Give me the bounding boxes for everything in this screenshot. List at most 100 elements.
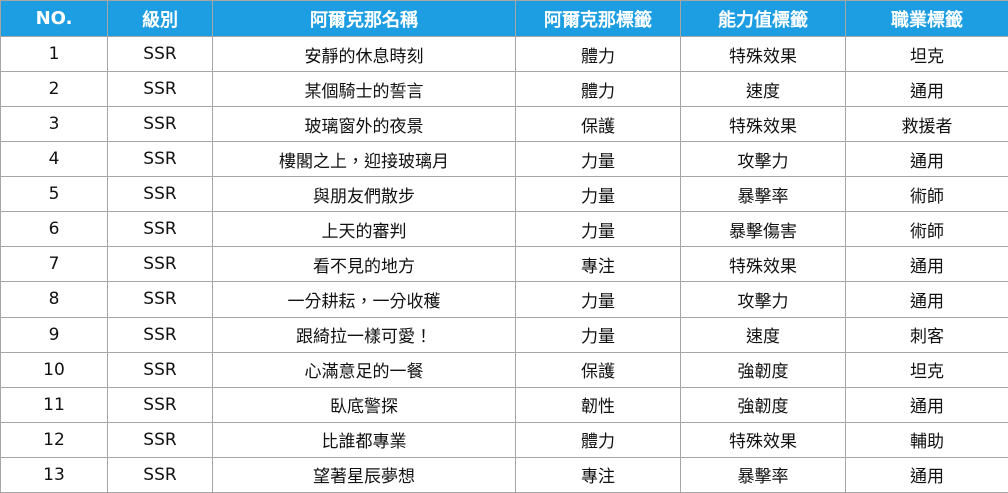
table-cell: 攻擊力 [680,281,846,318]
table-cell: SSR [107,35,213,73]
table-cell: SSR [107,316,213,353]
table-row: 6 SSR 上天的審判 力量 暴擊傷害 術師 [0,211,1008,248]
table-cell: 9 [0,316,108,353]
table-cell: 韌性 [515,386,681,423]
table-cell: 一分耕耘，一分收穫 [212,281,516,318]
table-cell: 通用 [845,281,1008,318]
header-cell: 級別 [107,0,213,37]
table-cell: 通用 [845,246,1008,283]
table-cell: SSR [107,456,213,493]
table-cell: 10 [0,351,108,388]
table-cell: 特殊效果 [680,246,846,283]
table-cell: SSR [107,71,213,108]
table-row: 11 SSR 臥底警探 韌性 強韌度 通用 [0,386,1008,423]
table-cell: 跟綺拉一樣可愛！ [212,316,516,353]
table-row: 3 SSR 玻璃窗外的夜景 保護 特殊效果 救援者 [0,106,1008,143]
table-cell: 5 [0,176,108,213]
table-cell: 暴擊率 [680,176,846,213]
header-row: NO. 級別 阿爾克那名稱 阿爾克那標籤 能力值標籤 職業標籤 [0,0,1008,37]
table-cell: SSR [107,351,213,388]
table-cell: 1 [0,35,108,73]
table-cell: SSR [107,211,213,248]
table-cell: 某個騎士的誓言 [212,71,516,108]
table-cell: 8 [0,281,108,318]
table-row: 9 SSR 跟綺拉一樣可愛！ 力量 速度 刺客 [0,316,1008,353]
header-cell: 職業標籤 [845,0,1008,37]
table-cell: 專注 [515,246,681,283]
table-cell: 輔助 [845,421,1008,458]
table-cell: SSR [107,421,213,458]
table-cell: 保護 [515,106,681,143]
table-cell: 體力 [515,421,681,458]
table-cell: 心滿意足的一餐 [212,351,516,388]
table-cell: 體力 [515,71,681,108]
table-cell: 坦克 [845,351,1008,388]
table-cell: 4 [0,141,108,178]
table-cell: 特殊效果 [680,421,846,458]
table-cell: SSR [107,281,213,318]
table-cell: SSR [107,176,213,213]
table-cell: 力量 [515,211,681,248]
table-cell: 通用 [845,386,1008,423]
table-cell: 上天的審判 [212,211,516,248]
table-cell: 力量 [515,281,681,318]
table-row: 2 SSR 某個騎士的誓言 體力 速度 通用 [0,71,1008,108]
table-cell: 力量 [515,141,681,178]
table-cell: 速度 [680,316,846,353]
table-cell: 樓閣之上，迎接玻璃月 [212,141,516,178]
table-cell: 強韌度 [680,351,846,388]
table-cell: 特殊效果 [680,35,846,73]
table-cell: 3 [0,106,108,143]
table-row: 10 SSR 心滿意足的一餐 保護 強韌度 坦克 [0,351,1008,388]
table-cell: 7 [0,246,108,283]
table-cell: 比誰都專業 [212,421,516,458]
table-cell: 與朋友們散步 [212,176,516,213]
table-cell: 臥底警探 [212,386,516,423]
table-cell: 術師 [845,176,1008,213]
table-cell: 玻璃窗外的夜景 [212,106,516,143]
table-cell: 保護 [515,351,681,388]
header-cell: 能力值標籤 [680,0,846,37]
table-row: 13 SSR 望著星辰夢想 專注 暴擊率 通用 [0,456,1008,493]
table-cell: SSR [107,141,213,178]
header-cell: NO. [0,0,108,37]
table-row: 8 SSR 一分耕耘，一分收穫 力量 攻擊力 通用 [0,281,1008,318]
table-cell: 專注 [515,456,681,493]
table-row: 4 SSR 樓閣之上，迎接玻璃月 力量 攻擊力 通用 [0,141,1008,178]
table-cell: 強韌度 [680,386,846,423]
table-cell: 速度 [680,71,846,108]
table-cell: 刺客 [845,316,1008,353]
table-cell: 救援者 [845,106,1008,143]
table-cell: 體力 [515,35,681,73]
table-cell: 通用 [845,71,1008,108]
table-cell: 2 [0,71,108,108]
table-cell: 6 [0,211,108,248]
table-head: NO. 級別 阿爾克那名稱 阿爾克那標籤 能力值標籤 職業標籤 [0,0,1008,37]
table-cell: 暴擊率 [680,456,846,493]
table-cell: 12 [0,421,108,458]
table-cell: 力量 [515,176,681,213]
table-cell: 通用 [845,141,1008,178]
table-cell: SSR [107,386,213,423]
table-row: 5 SSR 與朋友們散步 力量 暴擊率 術師 [0,176,1008,213]
table-body: 1 SSR 安靜的休息時刻 體力 特殊效果 坦克 2 SSR 某個騎士的誓言 體力 速度 通用 3 SSR… [0,35,1008,493]
table-cell: SSR [107,246,213,283]
table-cell: 坦克 [845,35,1008,73]
table-cell: 安靜的休息時刻 [212,35,516,73]
table-cell: SSR [107,106,213,143]
table-cell: 看不見的地方 [212,246,516,283]
table-cell: 力量 [515,316,681,353]
table-row: 1 SSR 安靜的休息時刻 體力 特殊效果 坦克 [0,35,1008,73]
table-cell: 暴擊傷害 [680,211,846,248]
table-cell: 通用 [845,456,1008,493]
header-cell: 阿爾克那名稱 [212,0,516,37]
table-cell: 攻擊力 [680,141,846,178]
table-row: 12 SSR 比誰都專業 體力 特殊效果 輔助 [0,421,1008,458]
table-cell: 11 [0,386,108,423]
table-cell: 術師 [845,211,1008,248]
table-cell: 特殊效果 [680,106,846,143]
table-cell: 望著星辰夢想 [212,456,516,493]
